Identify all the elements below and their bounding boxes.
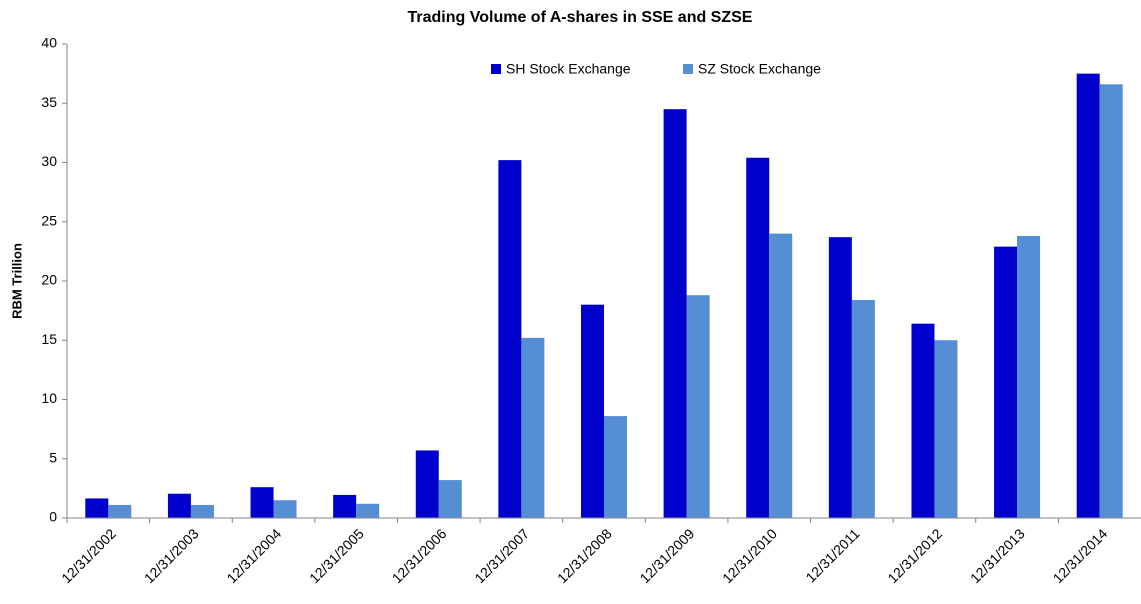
bar <box>85 498 109 518</box>
bar <box>333 494 357 518</box>
legend-label: SZ Stock Exchange <box>698 61 821 77</box>
bar <box>273 500 297 518</box>
y-tick-label: 10 <box>41 390 57 406</box>
x-tick-label: 12/31/2014 <box>1050 525 1111 586</box>
bar <box>851 299 875 518</box>
x-tick-label: 12/31/2010 <box>719 525 780 586</box>
bar <box>769 233 793 518</box>
x-tick-label: 12/31/2011 <box>802 525 862 585</box>
bar <box>934 340 958 518</box>
bar <box>1017 235 1041 518</box>
y-tick-label: 35 <box>41 94 57 110</box>
x-tick-label: 12/31/2008 <box>554 525 615 586</box>
x-tick-label: 12/31/2013 <box>967 525 1028 586</box>
legend-swatch <box>683 64 693 74</box>
bar <box>686 295 710 518</box>
bar <box>604 416 627 518</box>
bar <box>521 337 545 518</box>
y-tick-label: 25 <box>41 212 57 228</box>
y-tick-label: 15 <box>41 331 57 347</box>
x-tick-label: 12/31/2006 <box>389 525 450 586</box>
bar <box>356 503 380 518</box>
bar <box>746 157 770 518</box>
bar <box>581 304 604 518</box>
legend-label: SH Stock Exchange <box>506 61 631 77</box>
bar <box>1076 73 1100 518</box>
x-tick-label: 12/31/2012 <box>884 525 945 586</box>
x-tick-label: 12/31/2003 <box>141 525 202 586</box>
chart-title: Trading Volume of A-shares in SSE and SZ… <box>408 9 753 26</box>
bar <box>250 487 274 518</box>
bar <box>108 504 132 518</box>
y-tick-label: 5 <box>49 449 57 465</box>
bar <box>167 493 191 518</box>
y-tick-label: 30 <box>41 153 57 169</box>
x-tick-label: 12/31/2009 <box>636 525 697 586</box>
bar <box>415 450 439 518</box>
bar <box>1099 84 1123 518</box>
bar <box>438 480 462 518</box>
y-tick-label: 40 <box>41 35 57 51</box>
x-tick-label: 12/31/2002 <box>58 525 119 586</box>
y-axis-label: RBM Trillion <box>9 243 24 319</box>
bar <box>911 323 935 518</box>
bar <box>994 246 1018 518</box>
bar <box>828 237 852 518</box>
x-tick-label: 12/31/2007 <box>471 525 532 586</box>
bar <box>663 109 687 519</box>
bar <box>190 504 214 518</box>
x-tick-label: 12/31/2004 <box>223 525 284 586</box>
bar <box>498 160 522 518</box>
x-tick-label: 12/31/2005 <box>306 525 367 586</box>
y-tick-label: 0 <box>49 509 57 525</box>
y-tick-label: 20 <box>41 272 57 288</box>
legend-swatch <box>491 64 501 74</box>
